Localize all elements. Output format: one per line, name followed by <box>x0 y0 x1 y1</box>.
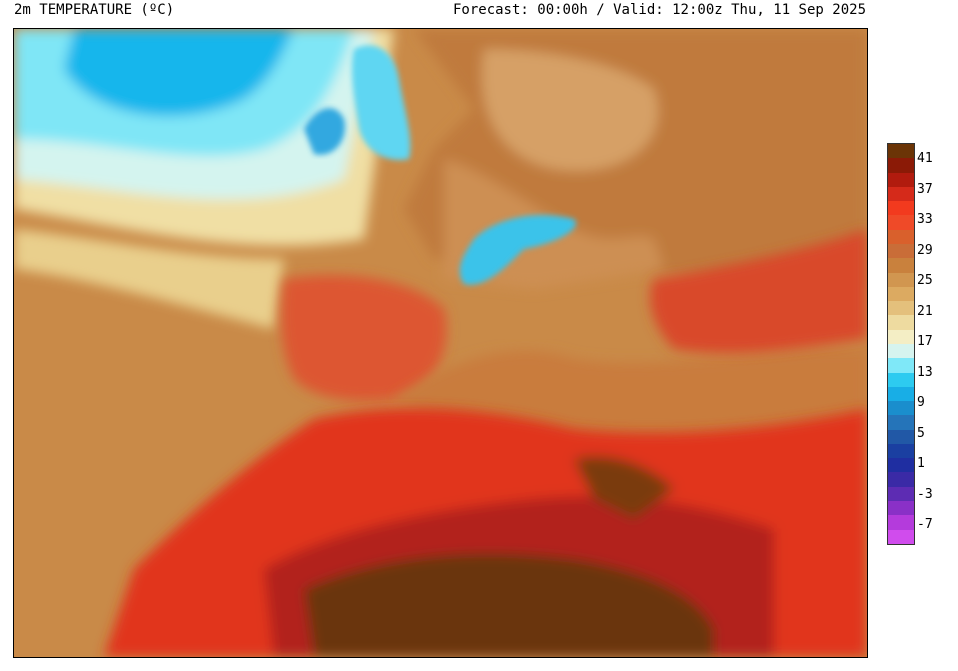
temperature-map[interactable] <box>13 28 868 658</box>
cool-north-bands <box>14 29 394 329</box>
color-scale-label: 25 <box>917 273 933 288</box>
color-scale-label: 5 <box>917 425 925 441</box>
color-scale-segment <box>888 215 914 230</box>
color-scale-segment <box>888 458 914 473</box>
color-scale-label: 37 <box>917 181 933 197</box>
iberia <box>281 275 447 401</box>
color-scale-segment <box>888 501 914 516</box>
color-scale-segment <box>888 443 914 459</box>
alps <box>459 215 576 285</box>
color-scale-segment <box>888 529 914 544</box>
balkans-turkey <box>650 229 867 354</box>
color-scale-segment <box>888 472 914 487</box>
color-scale-segment <box>888 329 914 344</box>
color-scale-label: -7 <box>917 517 933 532</box>
color-scale-segment <box>888 372 914 387</box>
color-scale-label: -3 <box>917 486 933 502</box>
forecast-validity: Forecast: 00:00h / Valid: 12:00z Thu, 11… <box>452 2 866 18</box>
color-scale-segment <box>888 343 914 359</box>
color-scale-segment <box>888 358 914 373</box>
color-scale-segment <box>888 486 914 502</box>
color-scale-label: 33 <box>917 212 933 227</box>
color-scale-segment <box>888 315 914 330</box>
temperature-color-scale <box>887 143 915 545</box>
color-scale-segment <box>888 415 914 430</box>
color-scale-segment <box>888 386 914 402</box>
color-scale-segment <box>888 229 914 244</box>
color-scale-segment <box>888 243 914 259</box>
color-scale-segment <box>888 201 914 216</box>
color-scale-segment <box>888 144 914 159</box>
color-scale-label: 41 <box>917 151 933 166</box>
map-title: 2m TEMPERATURE (ºC) <box>14 2 175 18</box>
color-scale-label: 9 <box>917 395 925 410</box>
color-scale-label: 1 <box>917 456 925 471</box>
north-africa <box>104 408 867 657</box>
color-scale-segment <box>888 286 914 302</box>
color-scale-label: 21 <box>917 303 933 319</box>
color-scale-segment <box>888 258 914 273</box>
color-scale-segment <box>888 158 914 173</box>
color-scale-label: 13 <box>917 364 933 380</box>
color-scale-segment <box>888 172 914 187</box>
ireland <box>304 108 345 155</box>
color-scale-segment <box>888 401 914 416</box>
color-scale-segment <box>888 272 914 287</box>
great-britain <box>351 45 411 160</box>
temperature-field <box>14 29 867 657</box>
color-scale-label: 29 <box>917 242 933 258</box>
color-scale-segment <box>888 515 914 530</box>
color-scale-segment <box>888 429 914 444</box>
color-scale-segment <box>888 301 914 316</box>
color-scale-segment <box>888 186 914 202</box>
color-scale-label: 17 <box>917 334 933 349</box>
